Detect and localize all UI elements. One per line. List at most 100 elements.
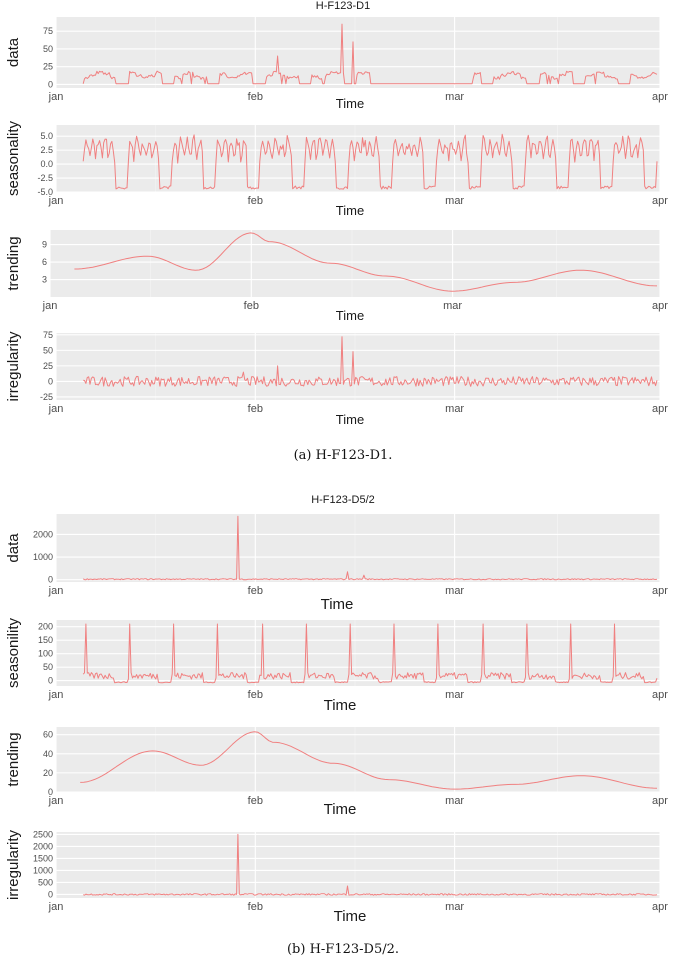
- x-axis-label: Time: [336, 308, 364, 323]
- chart-panel-3: 3 6 9 jan feb mar apr trending Time: [5, 230, 668, 323]
- x-tick-label: apr: [652, 901, 668, 913]
- x-tick-label: apr: [652, 91, 668, 103]
- y-tick-label: 0.0: [40, 159, 53, 169]
- y-tick-label: 75: [43, 26, 53, 36]
- y-tick-label: -5.0: [37, 187, 53, 197]
- y-tick-label: 0: [48, 889, 53, 899]
- y-tick-label: 25: [43, 62, 53, 72]
- series-line: [80, 731, 658, 790]
- x-axis-label: Time: [336, 203, 364, 218]
- y-axis-label: data: [5, 37, 22, 67]
- y-tick-label: 100: [38, 649, 53, 659]
- x-tick-label: mar: [445, 91, 464, 103]
- x-tick-label: jan: [48, 91, 64, 103]
- series-line: [82, 23, 658, 85]
- x-tick-label: feb: [248, 91, 263, 103]
- chart-panel-6: 0 50 100 150 200 jan feb mar apr seasonility Time: [5, 617, 668, 714]
- y-tick-label: 0: [48, 575, 53, 585]
- x-tick-label: mar: [445, 901, 464, 913]
- series-line: [82, 623, 658, 684]
- y-tick-label: 3: [42, 275, 47, 285]
- x-tick-label: mar: [445, 403, 464, 415]
- y-axis-label: seasonility: [5, 617, 22, 688]
- x-tick-label: jan: [48, 403, 64, 415]
- y-axis-label: trending: [5, 732, 22, 786]
- y-axis-label: trending: [5, 236, 22, 290]
- y-tick-label: 40: [43, 749, 53, 759]
- x-tick-label: jan: [48, 795, 64, 807]
- chart-panel-7: 0 20 40 60 jan feb mar apr trending Time: [5, 727, 668, 818]
- panel-background: [56, 333, 660, 400]
- series-line: [74, 232, 658, 292]
- x-tick-label: apr: [652, 585, 668, 597]
- series-line: [82, 133, 658, 190]
- x-tick-label: feb: [248, 403, 263, 415]
- y-tick-label: 6: [42, 257, 47, 267]
- x-tick-label: feb: [248, 795, 263, 807]
- x-tick-label: jan: [48, 195, 64, 207]
- y-tick-label: 2500: [33, 829, 53, 839]
- y-tick-label: 5.0: [40, 131, 53, 141]
- x-tick-label: apr: [652, 403, 668, 415]
- y-tick-label: 1000: [33, 552, 53, 562]
- y-tick-label: 75: [43, 330, 53, 340]
- x-tick-label: mar: [445, 585, 464, 597]
- y-tick-label: 0: [48, 676, 53, 686]
- figure-title: H-F123-D5/2: [311, 494, 375, 506]
- y-axis-label: irregularity: [5, 829, 22, 900]
- x-axis-label: Time: [324, 801, 357, 818]
- y-tick-label: 0: [48, 376, 53, 386]
- x-axis-label: Time: [334, 908, 367, 925]
- y-tick-label: 2000: [33, 529, 53, 539]
- x-tick-label: apr: [652, 689, 668, 701]
- x-tick-label: mar: [445, 795, 464, 807]
- x-tick-label: feb: [248, 585, 263, 597]
- chart-panel-1: 0 25 50 75 jan feb mar apr data Time: [5, 17, 668, 111]
- figure-title: H-F123-D1: [316, 0, 370, 12]
- figure-caption: (b) H-F123-D5/2.: [287, 942, 399, 957]
- y-tick-label: 20: [43, 768, 53, 778]
- panel-background: [56, 832, 660, 898]
- y-tick-label: 60: [43, 730, 53, 740]
- chart-panel-8: 0 500 1000 1500 2000 2500 jan feb mar apr irregula…: [5, 829, 668, 925]
- y-tick-label: 2000: [33, 841, 53, 851]
- x-axis-label: Time: [336, 96, 364, 111]
- y-tick-label: 50: [43, 345, 53, 355]
- x-axis-label: Time: [336, 412, 364, 427]
- series-line: [83, 833, 658, 896]
- x-tick-label: feb: [248, 689, 263, 701]
- x-tick-label: mar: [443, 300, 462, 312]
- y-tick-label: 25: [43, 361, 53, 371]
- panel-background: [50, 230, 660, 297]
- chart-panel-2: -5.0 -2.5 0.0 2.5 5.0 jan feb mar apr seasonality…: [5, 120, 668, 218]
- x-tick-label: jan: [42, 300, 58, 312]
- chart-panel-5: 0 1000 2000 jan feb mar apr data Time: [5, 514, 668, 613]
- panel-background: [56, 727, 660, 792]
- y-axis-label: irregularity: [5, 331, 22, 402]
- x-axis-label: Time: [321, 596, 354, 613]
- y-tick-label: -2.5: [37, 173, 53, 183]
- y-tick-label: 500: [38, 877, 53, 887]
- y-tick-label: 150: [38, 635, 53, 645]
- chart-panel-4: -25 0 25 50 75 jan feb mar apr irregularity Time: [5, 330, 668, 427]
- figure-caption: (a) H-F123-D1.: [294, 448, 393, 463]
- x-tick-label: jan: [48, 689, 64, 701]
- x-tick-label: feb: [248, 195, 263, 207]
- y-tick-label: 1500: [33, 853, 53, 863]
- x-tick-label: mar: [445, 689, 464, 701]
- y-tick-label: 9: [42, 240, 47, 250]
- x-tick-label: jan: [48, 585, 64, 597]
- series-line: [83, 336, 658, 387]
- x-tick-label: mar: [445, 195, 464, 207]
- y-tick-label: 1000: [33, 865, 53, 875]
- y-tick-label: 0: [48, 79, 53, 89]
- y-tick-label: -25: [40, 392, 53, 402]
- x-tick-label: apr: [652, 795, 668, 807]
- series-line: [82, 515, 658, 581]
- y-tick-label: 0: [48, 787, 53, 797]
- y-tick-label: 200: [38, 622, 53, 632]
- x-tick-label: apr: [652, 300, 668, 312]
- x-tick-label: apr: [652, 195, 668, 207]
- y-tick-label: 2.5: [40, 145, 53, 155]
